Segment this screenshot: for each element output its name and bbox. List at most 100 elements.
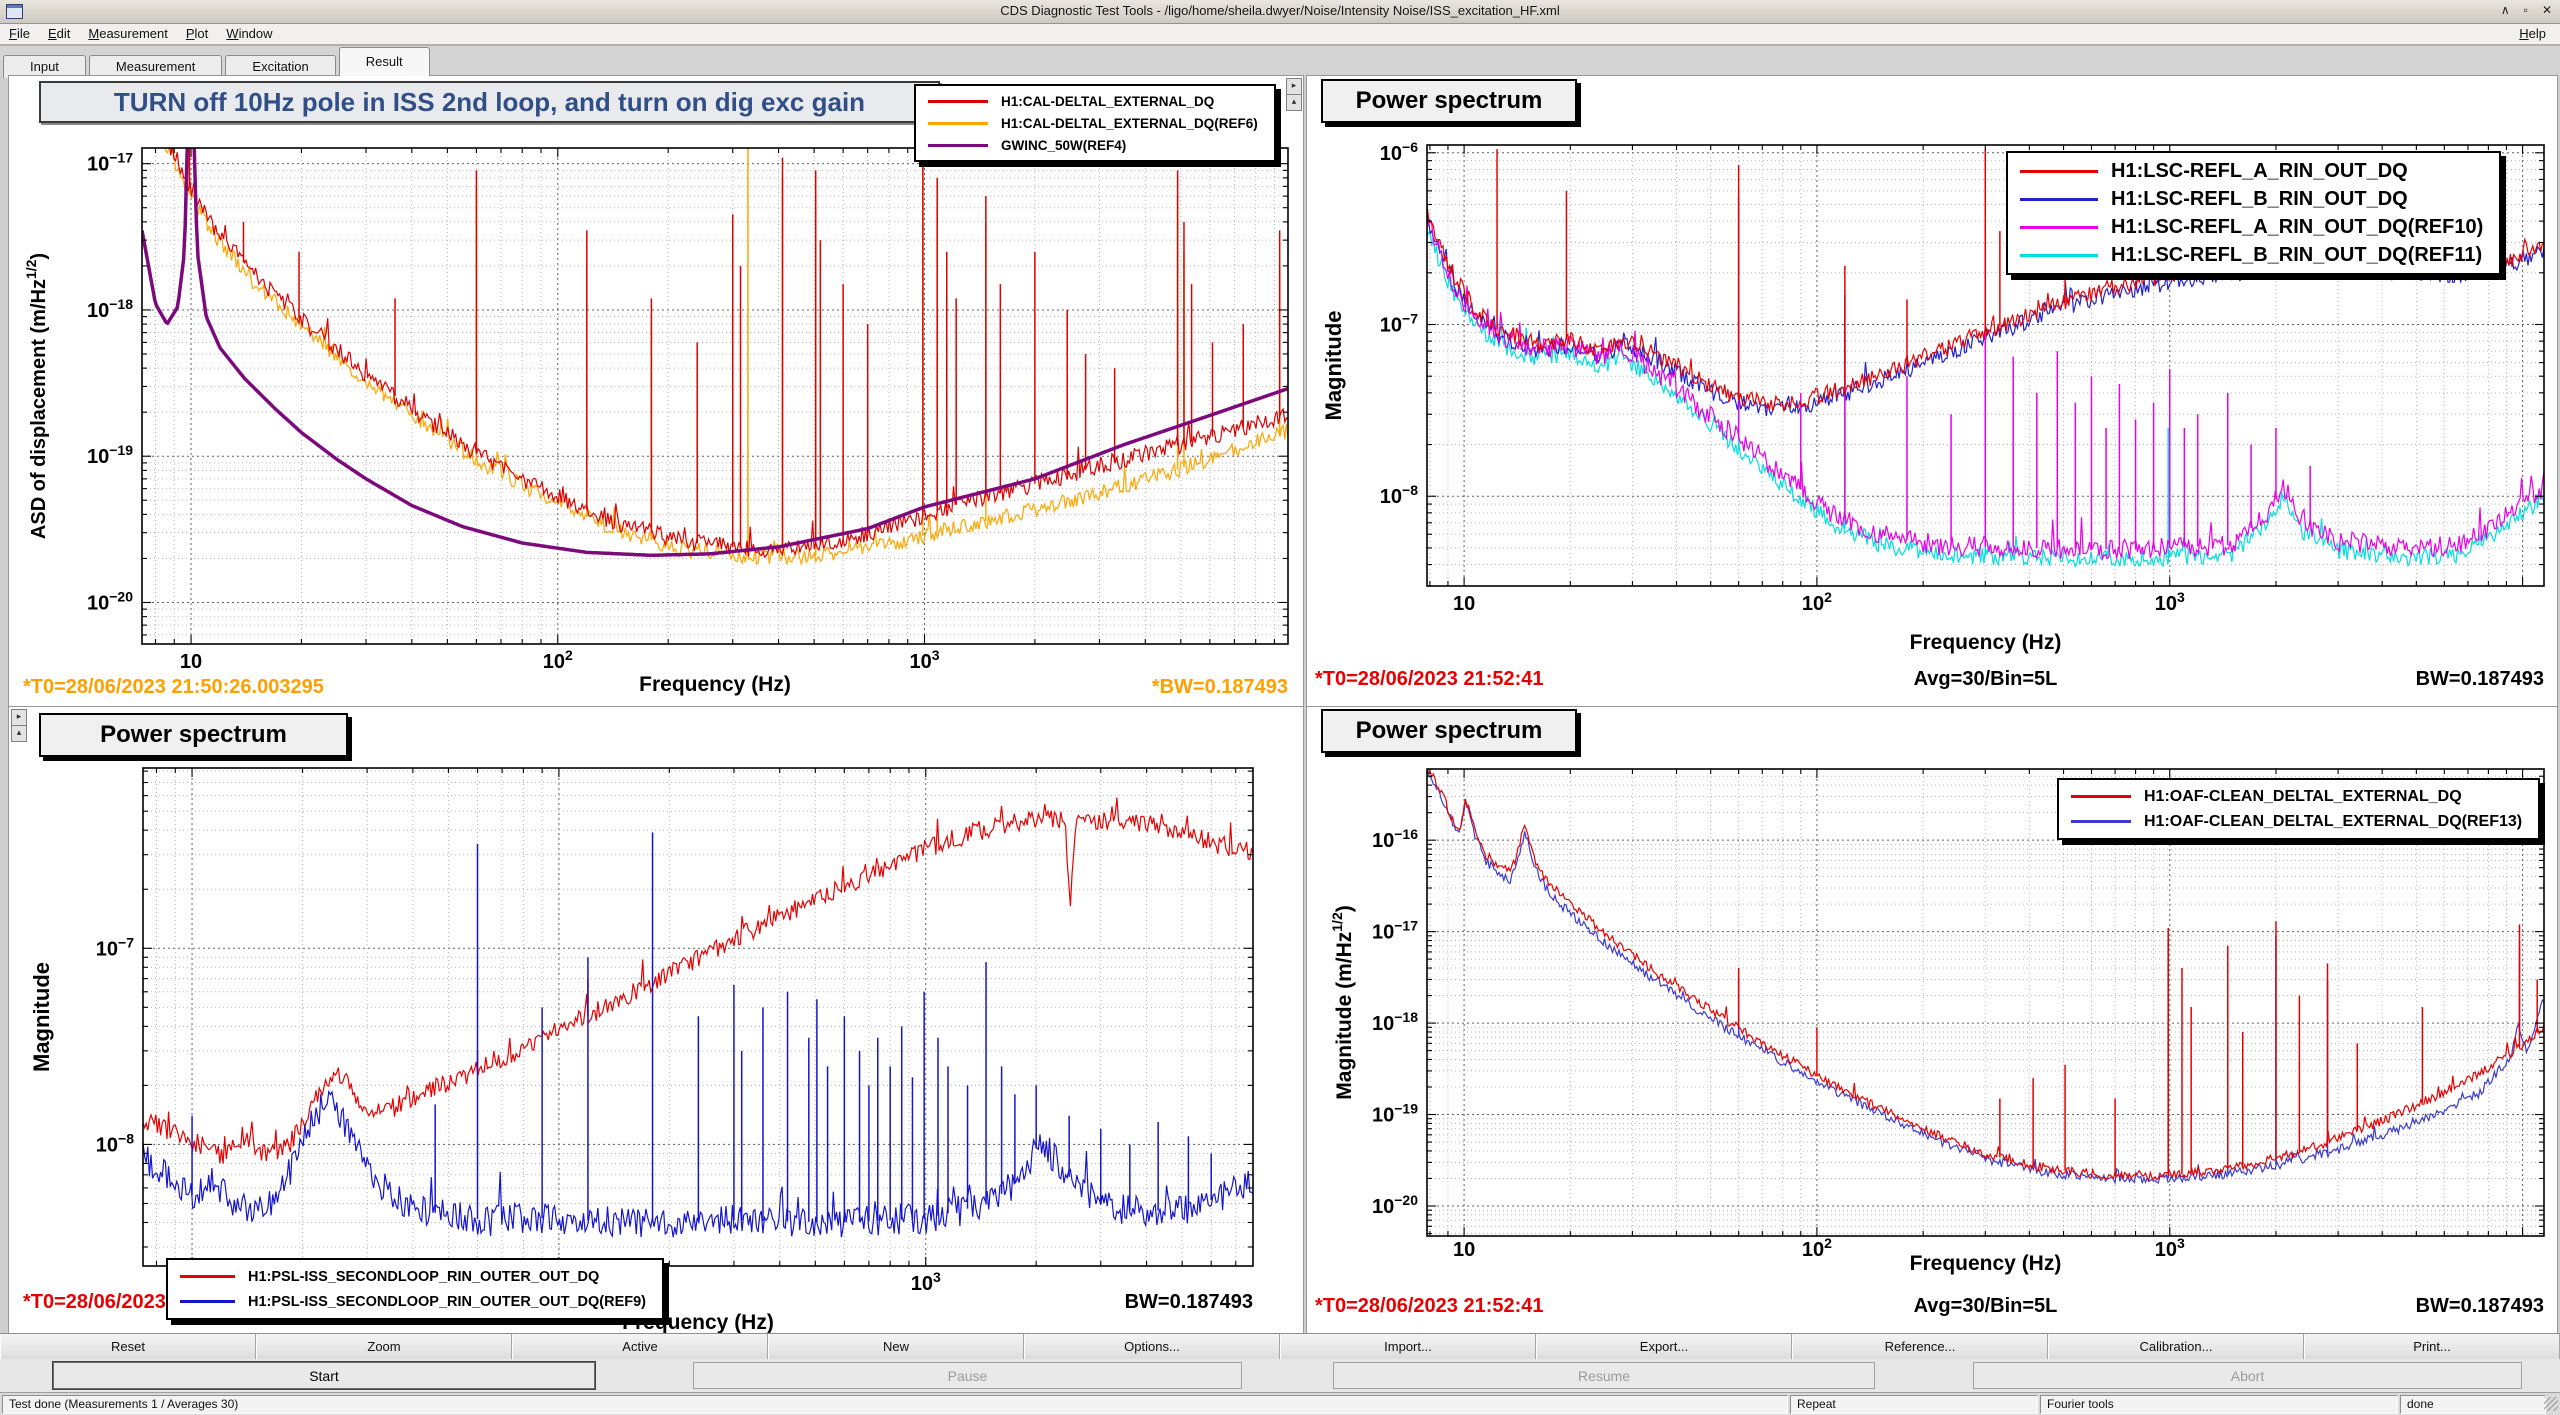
y-tick-label: 10−7 xyxy=(1380,310,1418,336)
plot-legend: H1:OAF-CLEAN_DELTAL_EXTERNAL_DQ H1:OAF-CL… xyxy=(2057,778,2541,840)
start-button[interactable]: Start xyxy=(53,1362,595,1389)
legend-entry: H1:PSL-ISS_SECONDLOOP_RIN_OUTER_OUT_DQ(R… xyxy=(180,1289,646,1314)
close-window-icon[interactable]: ✕ xyxy=(2541,3,2552,17)
legend-line-sample xyxy=(2071,795,2131,798)
pane-scroll-right-button[interactable]: ▸ xyxy=(1286,78,1302,95)
options-button[interactable]: Options... xyxy=(1024,1334,1280,1359)
legend-label: H1:OAF-CLEAN_DELTAL_EXTERNAL_DQ xyxy=(2144,787,2462,805)
plot-legend: H1:PSL-ISS_SECONDLOOP_RIN_OUTER_OUT_DQ H1… xyxy=(166,1258,665,1320)
legend-line-sample xyxy=(928,143,988,147)
y-tick-label: 10−17 xyxy=(1372,918,1418,944)
legend-label: H1:LSC-REFL_B_RIN_OUT_DQ xyxy=(2111,187,2408,210)
reference-button[interactable]: Reference... xyxy=(1792,1334,2048,1359)
abort-button: Abort xyxy=(1973,1362,2522,1389)
y-tick-label: 10−16 xyxy=(1372,826,1418,852)
x-tick-label: 103 xyxy=(2155,589,2185,615)
pause-button: Pause xyxy=(693,1362,1242,1389)
y-tick-label: 10−20 xyxy=(87,588,133,614)
y-tick-label: 10−8 xyxy=(96,1130,134,1156)
y-tick-label: 10−8 xyxy=(1380,482,1418,508)
y-axis-label: Magnitude xyxy=(1321,311,1346,421)
x-tick-label: 103 xyxy=(909,647,939,673)
legend-entry: H1:LSC-REFL_A_RIN_OUT_DQ xyxy=(2020,157,2483,185)
legend-entry: H1:CAL-DELTAL_EXTERNAL_DQ xyxy=(928,90,1258,112)
legend-entry: GWINC_50W(REF4) xyxy=(928,134,1258,156)
toolbar: Reset Zoom Active New Options... Import... Exp… xyxy=(0,1333,2560,1360)
menu-item-help[interactable]: Help xyxy=(2519,26,2546,41)
run-controls: Start Pause Resume Abort xyxy=(0,1359,2560,1393)
x-axis-label: Frequency (Hz) xyxy=(1910,631,2062,654)
legend-label: H1:OAF-CLEAN_DELTAL_EXTERNAL_DQ(REF13) xyxy=(2144,812,2523,830)
print-button[interactable]: Print... xyxy=(2304,1334,2560,1359)
plot-legend: H1:CAL-DELTAL_EXTERNAL_DQ H1:CAL-DELTAL_E… xyxy=(914,84,1276,162)
x-tick-label: 102 xyxy=(1802,1235,1832,1261)
shade-window-icon[interactable]: ∧ xyxy=(2500,3,2510,17)
plot-footer-text: BW=0.187493 xyxy=(1124,1291,1253,1313)
tabbar: Input Measurement Excitation Result xyxy=(0,46,2560,78)
plot-title: TURN off 10Hz pole in ISS 2nd loop, and … xyxy=(39,81,940,123)
calibration-button[interactable]: Calibration... xyxy=(2048,1334,2304,1359)
tab-excitation[interactable]: Excitation xyxy=(225,55,336,78)
plot-footer-text: Avg=30/Bin=5L xyxy=(1913,1295,2058,1317)
tab-input[interactable]: Input xyxy=(3,55,86,78)
active-button[interactable]: Active xyxy=(512,1334,768,1359)
legend-label: H1:CAL-DELTAL_EXTERNAL_DQ xyxy=(1001,93,1215,109)
x-tick-label: 102 xyxy=(543,647,573,673)
resume-button: Resume xyxy=(1333,1362,1875,1389)
y-tick-label: 10−17 xyxy=(87,150,133,176)
status-field-done: done xyxy=(2400,1395,2546,1414)
tab-measurement[interactable]: Measurement xyxy=(88,55,223,78)
pane-scroll-right-button[interactable]: ▸ xyxy=(11,709,27,726)
pane-scroll-up-button[interactable]: ▴ xyxy=(1286,94,1302,111)
plot-pane-lsc-refl-rin: 10 102 103 10−6 10−7 10−8 Frequency (Hz) Magnit… xyxy=(1306,75,2558,708)
legend-label: H1:PSL-ISS_SECONDLOOP_RIN_OUTER_OUT_DQ(R… xyxy=(248,1293,647,1310)
x-axis-label: Frequency (Hz) xyxy=(639,673,791,696)
legend-label: H1:LSC-REFL_A_RIN_OUT_DQ(REF10) xyxy=(2111,215,2484,238)
plot-footer-text: Avg=30/Bin=5L xyxy=(1913,668,2058,690)
legend-entry: H1:OAF-CLEAN_DELTAL_EXTERNAL_DQ(REF13) xyxy=(2071,809,2522,834)
x-tick-label: 10 xyxy=(180,651,202,673)
plot-title: Power spectrum xyxy=(1321,79,1577,123)
legend-line-sample xyxy=(2020,197,2098,201)
legend-label: GWINC_50W(REF4) xyxy=(1001,137,1127,153)
zoom-button[interactable]: Zoom xyxy=(256,1334,512,1359)
status-message: Test done (Measurements 1 / Averages 30) xyxy=(2,1395,1788,1414)
legend-label: H1:LSC-REFL_A_RIN_OUT_DQ xyxy=(2111,159,2408,182)
legend-line-sample xyxy=(2020,253,2098,257)
plot-footer-text: *BW=0.187493 xyxy=(1151,676,1288,698)
plot-footer-text: *T0=28/06/2023 21:52:41 xyxy=(1315,1295,1544,1317)
legend-line-sample xyxy=(2020,169,2098,173)
status-field-repeat: Repeat xyxy=(1790,1395,2038,1414)
tab-result[interactable]: Result xyxy=(338,47,430,76)
menubar: File Edit Measurement Plot Window Help xyxy=(0,24,2560,46)
statusbar: Test done (Measurements 1 / Averages 30)… xyxy=(0,1393,2560,1415)
legend-entry: H1:PSL-ISS_SECONDLOOP_RIN_OUTER_OUT_DQ xyxy=(180,1264,646,1289)
plot-title: Power spectrum xyxy=(39,713,348,757)
pane-scroll-up-button[interactable]: ▴ xyxy=(11,725,27,742)
export-button[interactable]: Export... xyxy=(1536,1334,1792,1359)
plot-footer-text: BW=0.187493 xyxy=(2415,1295,2544,1317)
new-button[interactable]: New xyxy=(768,1334,1024,1359)
legend-line-sample xyxy=(2071,820,2131,823)
menu-item-window[interactable]: Window xyxy=(226,26,273,41)
app-icon xyxy=(6,4,23,19)
resize-grip-icon[interactable] xyxy=(2544,1397,2558,1411)
x-tick-label: 10 xyxy=(1453,593,1475,615)
y-axis-label: Magnitude xyxy=(29,962,54,1072)
x-tick-label: 103 xyxy=(2155,1235,2185,1261)
maximize-window-icon[interactable]: ▫ xyxy=(2523,3,2528,17)
legend-label: H1:PSL-ISS_SECONDLOOP_RIN_OUTER_OUT_DQ xyxy=(248,1268,600,1285)
menu-item-measurement[interactable]: Measurement xyxy=(88,26,168,41)
menu-item-plot[interactable]: Plot xyxy=(185,26,209,41)
import-button[interactable]: Import... xyxy=(1280,1334,1536,1359)
menu-item-file[interactable]: File xyxy=(9,26,30,41)
legend-entry: H1:OAF-CLEAN_DELTAL_EXTERNAL_DQ xyxy=(2071,784,2522,809)
reset-button[interactable]: Reset xyxy=(0,1334,256,1359)
plot-canvas-oaf-clean-deltal: 10 102 103 10−16 10−17 10−18 10−19 10−20 Frequen… xyxy=(1329,768,2545,1275)
plot-canvas-lsc-refl-rin: 10 102 103 10−6 10−7 10−8 Frequency (Hz) Magnit… xyxy=(1321,139,2545,654)
x-tick-label: 10 xyxy=(1453,1239,1475,1261)
legend-entry: H1:LSC-REFL_B_RIN_OUT_DQ(REF11) xyxy=(2020,241,2483,269)
menu-item-edit[interactable]: Edit xyxy=(47,26,71,41)
legend-entry: H1:LSC-REFL_B_RIN_OUT_DQ xyxy=(2020,185,2483,213)
